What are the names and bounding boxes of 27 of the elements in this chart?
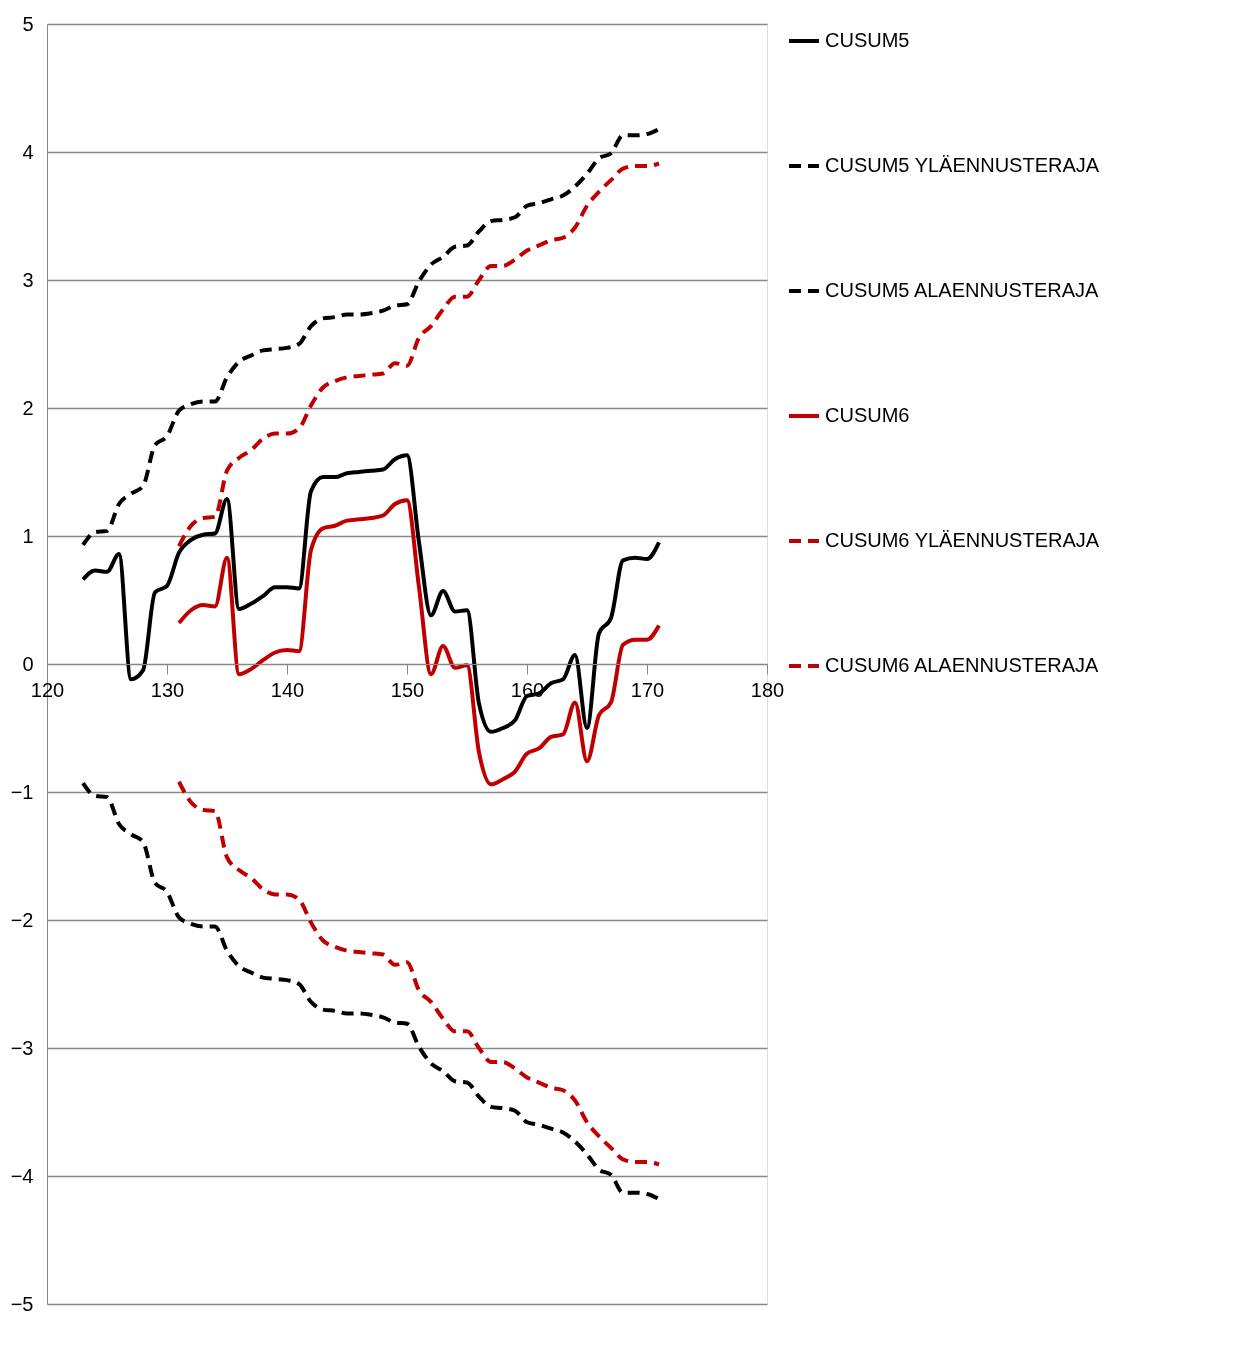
legend-label: CUSUM6 YLÄENNUSTERAJA xyxy=(825,529,1100,551)
line-series xyxy=(177,779,661,1167)
x-tick-label: 140 xyxy=(270,678,305,701)
x-tick-label: 130 xyxy=(150,678,185,701)
y-tick-label: −4 xyxy=(10,1164,34,1187)
y-tick-label: −5 xyxy=(10,1292,34,1315)
line-series xyxy=(81,126,661,547)
line-series xyxy=(81,781,661,1202)
y-tick-label: 4 xyxy=(22,140,34,163)
x-tick-label: 150 xyxy=(390,678,425,701)
y-tick-label: 5 xyxy=(22,12,34,35)
x-tick-label: 170 xyxy=(630,678,665,701)
y-tick-label: 0 xyxy=(22,652,34,675)
legend-label: CUSUM5 YLÄENNUSTERAJA xyxy=(825,154,1100,176)
legend-label: CUSUM6 ALAENNUSTERAJA xyxy=(825,654,1100,676)
y-tick-label: −3 xyxy=(10,1036,34,1059)
y-tick-label: 1 xyxy=(22,524,34,547)
legend-label: CUSUM5 xyxy=(825,29,910,51)
legend-label: CUSUM6 xyxy=(825,404,910,426)
y-tick-label: −2 xyxy=(10,908,34,931)
legend-label: CUSUM5 ALAENNUSTERAJA xyxy=(825,279,1100,301)
line-series xyxy=(177,161,661,549)
y-tick-label: 3 xyxy=(22,268,34,291)
y-tick-label: −1 xyxy=(10,780,34,803)
x-tick-label: 180 xyxy=(750,678,785,701)
y-tick-label: 2 xyxy=(22,396,34,419)
x-tick-label: 120 xyxy=(30,678,65,701)
